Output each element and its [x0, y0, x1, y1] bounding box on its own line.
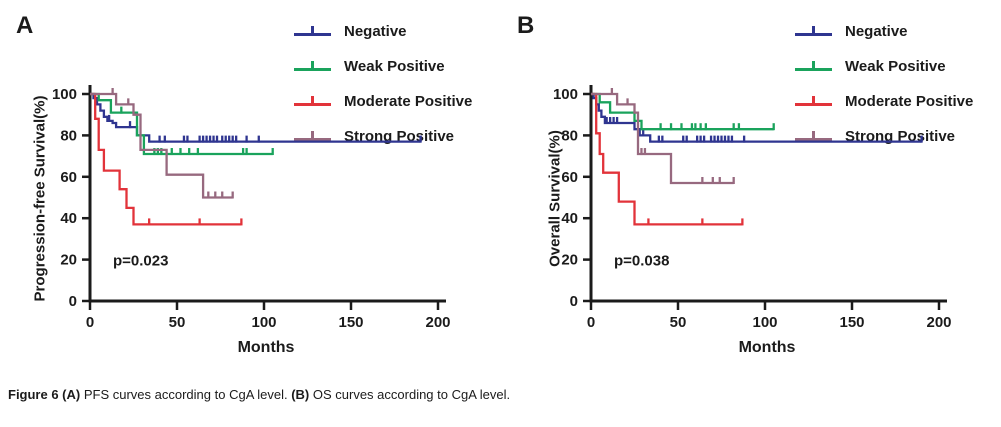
caption-segment: (B)	[291, 387, 310, 402]
p-value: p=0.023	[113, 253, 168, 270]
y-tick-label: 60	[561, 169, 578, 186]
x-tick-label: 100	[251, 314, 276, 331]
p-value: p=0.038	[614, 253, 669, 270]
legend-label: Weak Positive	[344, 57, 445, 75]
legend-label: Weak Positive	[845, 57, 946, 75]
x-tick-label: 200	[425, 314, 450, 331]
legend-label: Negative	[845, 22, 908, 40]
panel-b: B Negative Weak Positive Moderate Positive S…	[501, 0, 1001, 372]
y-tick-label: 20	[561, 252, 578, 269]
series-curve-moderate-positive	[90, 92, 242, 226]
legend-item-weak-positive: Weak Positive	[795, 55, 973, 77]
x-tick-label: 50	[169, 314, 186, 331]
legend-item-negative: Negative	[294, 20, 472, 42]
legend-label: Moderate Positive	[344, 92, 473, 110]
legend-item-moderate-positive: Moderate Positive	[294, 90, 472, 112]
legend-item-strong-positive: Strong Positive	[795, 125, 973, 147]
censor-line-icon	[795, 60, 832, 72]
series-curve-weak-positive	[90, 92, 273, 156]
x-axis-label: Months	[238, 339, 295, 356]
censor-line-icon	[294, 25, 331, 37]
y-tick-label: 80	[561, 127, 578, 144]
x-tick-label: 0	[587, 314, 595, 331]
panel-label: A	[16, 12, 34, 39]
x-tick-label: 150	[839, 314, 864, 331]
series-curve-negative	[591, 92, 922, 143]
legend-item-weak-positive: Weak Positive	[294, 55, 472, 77]
series-curve-weak-positive	[591, 92, 774, 131]
censor-line-icon	[294, 95, 331, 107]
legend-label: Negative	[344, 22, 407, 40]
caption-segment: OS curves according to CgA level.	[309, 387, 511, 402]
figure-caption: Figure 6 (A) PFS curves according to CgA…	[8, 387, 510, 402]
x-tick-label: 50	[670, 314, 687, 331]
censor-line-icon	[294, 60, 331, 72]
y-tick-label: 20	[60, 252, 77, 269]
series-curve-strong-positive	[591, 92, 734, 185]
series-curve-strong-positive	[90, 92, 233, 199]
legend: Negative Weak Positive Moderate Positive St…	[795, 20, 973, 160]
legend-label: Moderate Positive	[845, 92, 974, 110]
survival-plot: 0 20 40 60 80 100 0 50 100 150 200 Months p=0.038	[553, 85, 952, 356]
censor-line-icon	[294, 130, 331, 142]
y-tick-label: 100	[52, 86, 77, 103]
survival-plot: 0 20 40 60 80 100 0 50 100 150 200 Months p=0.023	[52, 85, 451, 356]
legend-item-negative: Negative	[795, 20, 973, 42]
y-tick-label: 100	[553, 86, 578, 103]
censor-line-icon	[795, 25, 832, 37]
panel-label: B	[517, 12, 535, 39]
x-tick-label: 0	[86, 314, 94, 331]
panel-a: A Negative Weak Positive Moderate Positive S…	[0, 0, 500, 372]
censor-line-icon	[795, 95, 832, 107]
y-tick-label: 40	[561, 210, 578, 227]
caption-segment: Figure 6 (A)	[8, 387, 81, 402]
legend-item-moderate-positive: Moderate Positive	[795, 90, 973, 112]
x-axis-label: Months	[739, 339, 796, 356]
y-tick-label: 40	[60, 210, 77, 227]
x-tick-label: 150	[338, 314, 363, 331]
y-tick-label: 80	[60, 127, 77, 144]
legend-label: Strong Positive	[845, 127, 956, 145]
x-tick-label: 200	[926, 314, 951, 331]
y-tick-label: 0	[69, 293, 77, 310]
legend-label: Strong Positive	[344, 127, 455, 145]
censor-line-icon	[795, 130, 832, 142]
x-tick-label: 100	[752, 314, 777, 331]
caption-segment: PFS curves according to CgA level.	[80, 387, 292, 402]
y-tick-label: 60	[60, 169, 77, 186]
legend: Negative Weak Positive Moderate Positive St…	[294, 20, 472, 160]
legend-item-strong-positive: Strong Positive	[294, 125, 472, 147]
y-tick-label: 0	[570, 293, 578, 310]
series-curve-moderate-positive	[591, 92, 743, 226]
